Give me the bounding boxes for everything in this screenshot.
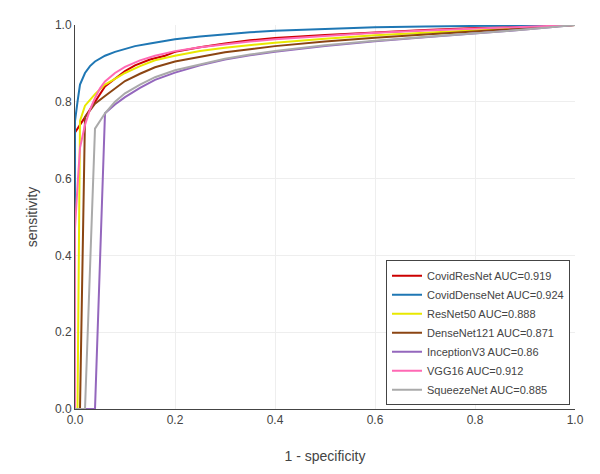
svg-text:1.0: 1.0	[567, 413, 584, 427]
svg-text:1.0: 1.0	[55, 18, 72, 32]
svg-text:SqueezeNet AUC=0.885: SqueezeNet AUC=0.885	[427, 384, 547, 396]
svg-text:0.2: 0.2	[167, 413, 184, 427]
svg-text:0.4: 0.4	[55, 249, 72, 263]
svg-text:0.6: 0.6	[55, 172, 72, 186]
svg-text:CovidDenseNet AUC=0.924: CovidDenseNet AUC=0.924	[427, 289, 564, 301]
svg-text:0.4: 0.4	[267, 413, 284, 427]
svg-text:sensitivity: sensitivity	[24, 187, 40, 248]
svg-text:InceptionV3 AUC=0.86: InceptionV3 AUC=0.86	[427, 346, 539, 358]
svg-text:DenseNet121 AUC=0.871: DenseNet121 AUC=0.871	[427, 327, 554, 339]
svg-text:0.2: 0.2	[55, 325, 72, 339]
svg-text:0.0: 0.0	[55, 402, 72, 416]
svg-text:0.0: 0.0	[67, 413, 84, 427]
svg-text:CovidResNet AUC=0.919: CovidResNet AUC=0.919	[427, 270, 551, 282]
svg-text:0.8: 0.8	[467, 413, 484, 427]
svg-text:0.8: 0.8	[55, 95, 72, 109]
svg-text:0.6: 0.6	[367, 413, 384, 427]
svg-text:VGG16 AUC=0.912: VGG16 AUC=0.912	[427, 365, 523, 377]
svg-text:1 - specificity: 1 - specificity	[285, 448, 366, 464]
svg-text:ResNet50 AUC=0.888: ResNet50 AUC=0.888	[427, 308, 536, 320]
